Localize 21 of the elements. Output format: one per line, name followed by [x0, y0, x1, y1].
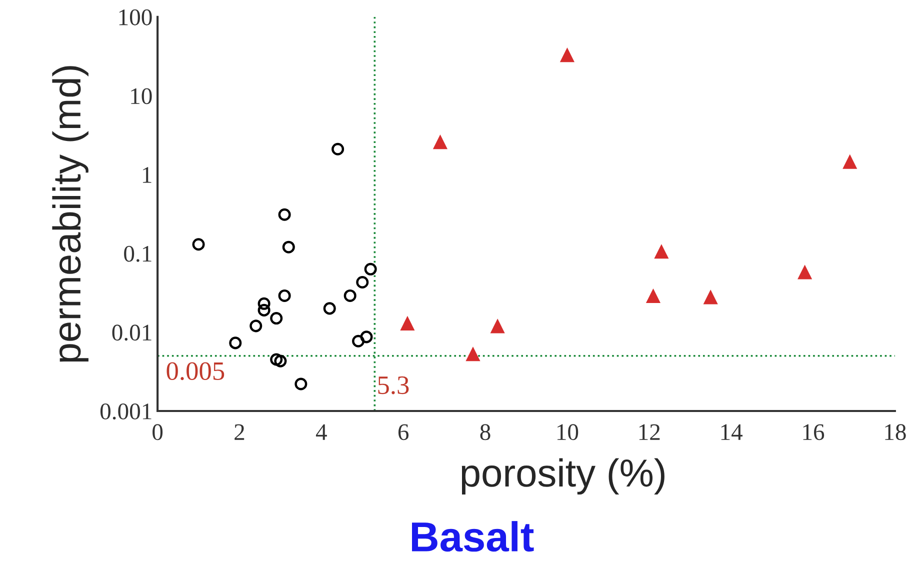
y-tick-label: 100	[119, 9, 152, 26]
ref-line-label: 0.005	[166, 362, 224, 380]
ref-line-label: 5.3	[378, 376, 409, 394]
x-tick-label: 0	[152, 424, 163, 440]
x-tick-label: 6	[398, 424, 409, 440]
x-tick-label: 4	[316, 424, 327, 440]
x-tick-label: 14	[721, 424, 743, 440]
x-tick-label: 16	[803, 424, 824, 440]
x-tick-label: 2	[234, 424, 244, 440]
y-tick-label: 1	[142, 167, 152, 183]
y-axis-title: permeability (md)	[52, 66, 88, 362]
x-tick-label: 18	[885, 424, 906, 440]
y-tick-label: 0.001	[100, 403, 152, 420]
x-tick-label: 8	[480, 424, 490, 440]
x-tick-label: 12	[639, 424, 660, 440]
x-axis-title: porosity (%)	[462, 458, 664, 495]
x-tick-label: 10	[557, 424, 578, 440]
y-tick-label: 10	[131, 88, 152, 104]
y-tick-label: 0.01	[112, 324, 152, 341]
y-tick-label: 0.1	[124, 246, 152, 262]
text: Basalt	[412, 521, 534, 552]
